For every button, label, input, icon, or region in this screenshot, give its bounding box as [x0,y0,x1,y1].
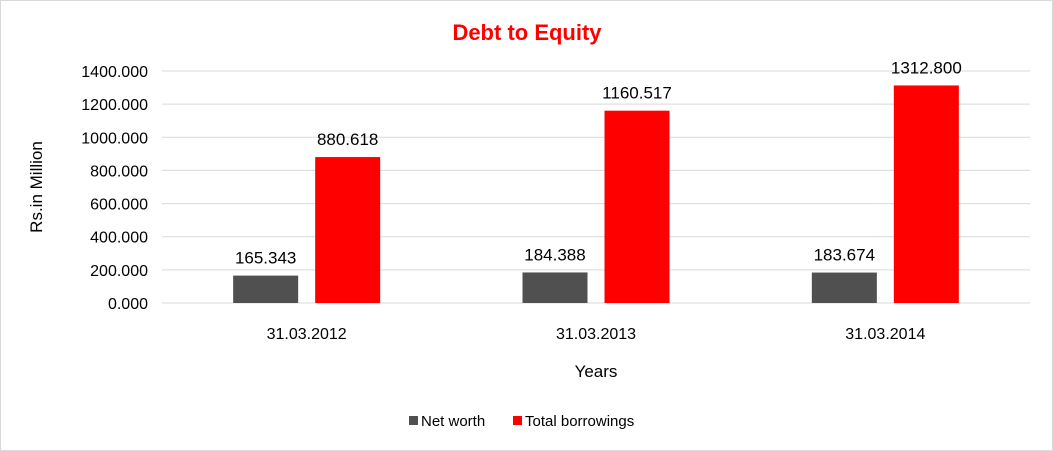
legend-label: Total borrowings [525,413,634,430]
legend-label: Net worth [421,413,485,430]
bar [315,157,381,303]
bar [522,272,588,303]
y-axis-title: Rs.in Million [27,141,46,233]
x-axis-ticks: 31.03.2012 31.03.2013 31.03.2014 [267,326,926,343]
x-tick-label: 31.03.2012 [267,326,347,343]
data-label: 1160.517 [602,84,672,103]
data-label: 1312.800 [891,58,962,77]
x-tick-label: 31.03.2014 [845,326,925,343]
x-tick-label: 31.03.2013 [556,326,636,343]
y-tick-label: 1000.000 [81,130,148,147]
y-axis-ticks: 0.000 200.000 400.000 600.000 800.000 1000.00… [81,64,148,313]
bars [233,85,959,303]
y-tick-label: 800.000 [90,163,148,180]
data-label: 165.343 [235,249,296,268]
data-label: 880.618 [317,130,378,149]
bar [604,110,670,303]
legend: Net worth Total borrowings [409,413,634,430]
gridlines [162,70,1030,304]
legend-swatch [513,416,522,425]
y-tick-label: 1400.000 [81,64,148,81]
chart-title: Debt to Equity [452,20,602,45]
y-tick-label: 400.000 [90,230,148,247]
x-axis-title: Years [575,362,618,381]
data-label: 183.674 [814,246,875,265]
data-labels: 165.343 880.618 184.388 1160.517 183.674 1312… [235,58,962,267]
y-tick-label: 200.000 [90,263,148,280]
y-tick-label: 1200.000 [81,97,148,114]
y-tick-label: 0.000 [108,296,148,313]
data-label: 184.388 [524,245,585,264]
bar [233,275,299,303]
bar [893,85,959,303]
bar [811,272,877,303]
y-tick-label: 600.000 [90,197,148,214]
legend-swatch [409,416,418,425]
